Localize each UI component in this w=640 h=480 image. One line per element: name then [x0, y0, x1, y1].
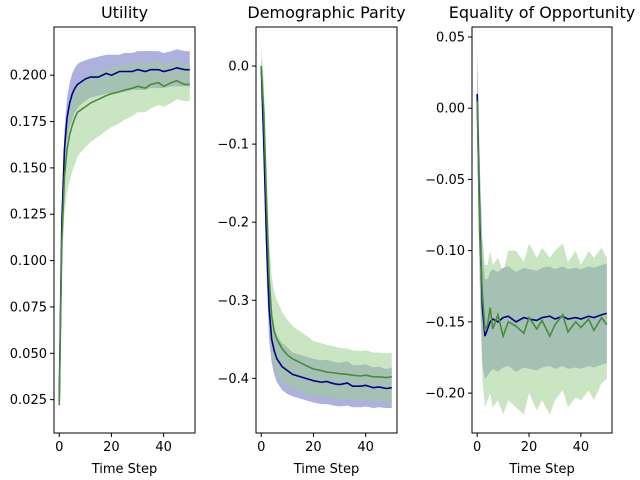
y-tick-label: 0.150 — [10, 161, 47, 176]
y-tick-label: −0.3 — [217, 294, 249, 309]
y-tick-label: −0.05 — [425, 173, 465, 188]
series-line-blue — [58, 66, 190, 402]
y-tick-label: 0.050 — [10, 347, 47, 362]
chart-title: Demographic Parity — [247, 3, 405, 22]
x-axis-label: Time Step — [293, 462, 360, 477]
x-tick-label: 20 — [521, 440, 538, 455]
confidence-band-green — [59, 60, 190, 413]
x-tick-label: 0 — [257, 440, 265, 455]
axes-frame — [471, 26, 613, 434]
y-tick-label: 0.05 — [436, 30, 465, 45]
x-axis-label: Time Step — [91, 462, 158, 477]
x-tick-label: 40 — [357, 440, 374, 455]
y-tick-label: −0.20 — [425, 387, 465, 402]
x-tick-label: 40 — [155, 440, 172, 455]
y-tick-label: −0.1 — [217, 138, 249, 153]
series-line-blue — [260, 66, 392, 390]
y-tick-label: 0.00 — [436, 102, 465, 117]
chart-title: Equality of Opportunity — [449, 3, 635, 22]
y-tick-label: 0.025 — [10, 393, 47, 408]
axes-frame — [255, 26, 398, 434]
chart-title: Utility — [101, 3, 148, 22]
series-line-green — [260, 65, 392, 379]
y-tick-label: 0.125 — [10, 208, 47, 223]
axes-frame — [53, 26, 196, 434]
subplot-1: 0 20 40 0.025 0.050 0.075 0.100 0.125 0.150 0.175… — [10, 3, 196, 477]
y-tick-label: −0.15 — [425, 315, 465, 330]
confidence-band-green — [477, 58, 607, 415]
confidence-band-green — [261, 46, 392, 402]
y-tick-label: 0.175 — [10, 115, 47, 130]
x-tick-label: 20 — [305, 440, 322, 455]
y-tick-label: 0.075 — [10, 300, 47, 315]
series-line-green — [476, 101, 608, 339]
x-axis-label: Time Step — [508, 462, 575, 477]
subplot-2: 0 20 40 0.0 −0.1 −0.2 −0.3 −0.4 Demographic Pari… — [217, 3, 405, 477]
x-tick-label: 20 — [103, 440, 120, 455]
x-tick-label: 0 — [55, 440, 63, 455]
series-line-green — [58, 79, 190, 406]
x-tick-label: 0 — [473, 440, 481, 455]
y-tick-label: −0.2 — [217, 216, 249, 231]
y-tick-label: 0.0 — [228, 60, 249, 75]
y-tick-label: −0.10 — [425, 244, 465, 259]
x-tick-label: 40 — [573, 440, 590, 455]
subplot-3: 0 20 40 0.05 0.00 −0.05 −0.10 −0.15 −0.20 Equalit… — [425, 3, 635, 477]
y-tick-label: 0.200 — [10, 69, 47, 84]
y-tick-label: −0.4 — [217, 372, 249, 387]
y-tick-label: 0.100 — [10, 254, 47, 269]
